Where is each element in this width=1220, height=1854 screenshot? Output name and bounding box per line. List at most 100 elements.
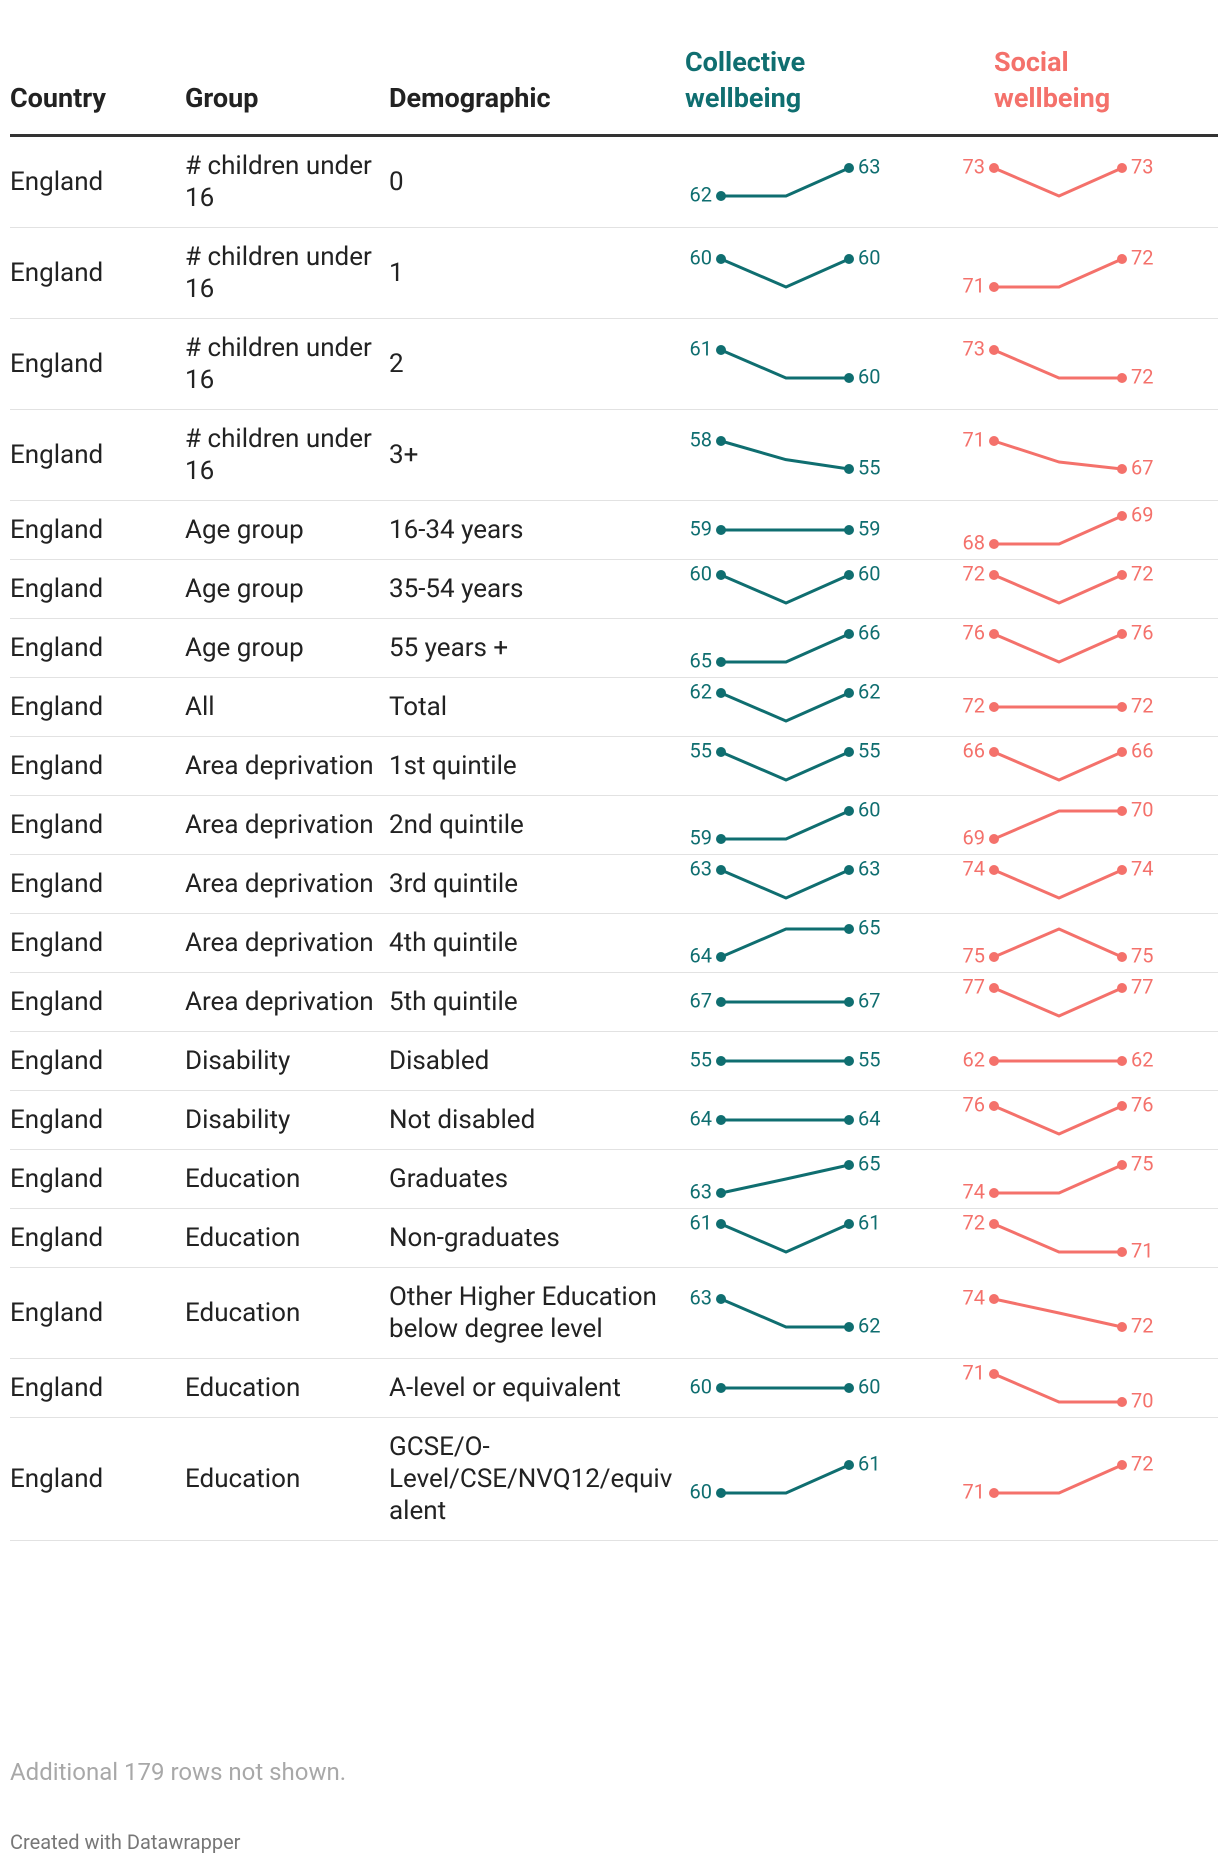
cell-country: England xyxy=(10,1208,185,1268)
sparkline-label: 75 xyxy=(1131,943,1153,967)
sparkline-label: 63 xyxy=(690,1285,712,1309)
sparkline-dot xyxy=(1117,806,1127,816)
sparkline-dot xyxy=(716,525,726,535)
header-collective[interactable]: Collective wellbeing xyxy=(685,0,958,137)
credit[interactable]: Created with Datawrapper xyxy=(10,1830,241,1854)
sparkline-label: 68 xyxy=(963,530,985,554)
sparkline-label: 71 xyxy=(963,1479,985,1503)
sparkline-label: 72 xyxy=(1131,1451,1153,1475)
cell-social: 76 76 xyxy=(958,1090,1218,1150)
cell-collective: 64 65 xyxy=(685,913,958,973)
sparkline-path xyxy=(721,166,850,198)
sparkline-dot xyxy=(716,1056,726,1066)
header-demographic[interactable]: Demographic xyxy=(389,0,685,137)
sparkline-label: 55 xyxy=(690,738,712,762)
cell-group: All xyxy=(185,677,389,737)
sparkline: 60 61 xyxy=(690,1451,881,1503)
table-body: England # children under 16 0 62 63 73 73 Engla… xyxy=(10,135,1218,1541)
data-table: Country Group Demographic Collective wel… xyxy=(10,0,1218,1541)
cell-country: England xyxy=(10,500,185,560)
sparkline-label: 76 xyxy=(1131,620,1153,644)
sparkline-path xyxy=(720,573,850,605)
sparkline-dot xyxy=(1117,570,1127,580)
sparkline-path xyxy=(993,1372,1122,1404)
sparkline-dot xyxy=(1117,747,1127,757)
sparkline-dot xyxy=(989,570,999,580)
sparkline-label: 62 xyxy=(690,182,712,206)
cell-social: 71 72 xyxy=(958,1417,1218,1541)
cell-demographic: A-level or equivalent xyxy=(389,1358,685,1418)
sparkline-dot xyxy=(716,191,726,201)
sparkline-path xyxy=(721,1463,850,1495)
sparkline-label: 62 xyxy=(1131,1047,1153,1071)
sparkline-dot xyxy=(989,163,999,173)
sparkline-path xyxy=(720,691,850,723)
cell-social: 72 71 xyxy=(958,1208,1218,1268)
cell-collective: 60 61 xyxy=(685,1417,958,1541)
cell-social: 71 70 xyxy=(958,1358,1218,1418)
sparkline: 65 66 xyxy=(690,620,881,672)
sparkline-label: 60 xyxy=(690,561,712,585)
sparkline-label: 61 xyxy=(858,1210,880,1234)
sparkline-dot xyxy=(989,747,999,757)
header-collective-text: Collective wellbeing xyxy=(685,46,806,114)
cell-group: Area deprivation xyxy=(185,972,389,1032)
cell-group: # children under 16 xyxy=(185,135,389,228)
sparkline-label: 60 xyxy=(858,797,880,821)
sparkline-label: 63 xyxy=(858,154,880,178)
cell-collective: 63 65 xyxy=(685,1149,958,1209)
sparkline-dot xyxy=(1117,702,1127,712)
cell-collective: 63 63 xyxy=(685,854,958,914)
sparkline-label: 65 xyxy=(858,1151,880,1175)
sparkline: 76 76 xyxy=(963,1092,1153,1136)
sparkline-label: 72 xyxy=(963,1210,985,1234)
sparkline: 58 55 xyxy=(690,427,881,479)
sparkline-dot xyxy=(844,373,854,383)
table-row: England Education Other Higher Education b… xyxy=(10,1267,1218,1359)
table-row: England All Total 62 62 72 72 xyxy=(10,677,1218,737)
sparkline-dot xyxy=(989,1219,999,1229)
sparkline-dot xyxy=(844,1460,854,1470)
sparkline-dot xyxy=(989,539,999,549)
sparkline: 62 63 xyxy=(690,154,881,206)
sparkline-dot xyxy=(716,345,726,355)
sparkline-dot xyxy=(716,1188,726,1198)
sparkline-dot xyxy=(716,436,726,446)
cell-collective: 60 60 xyxy=(685,1358,958,1418)
cell-group: Area deprivation xyxy=(185,913,389,973)
sparkline: 67 67 xyxy=(690,988,881,1012)
header-group[interactable]: Group xyxy=(185,0,389,137)
sparkline-label: 72 xyxy=(963,561,985,585)
sparkline-label: 60 xyxy=(690,245,712,269)
sparkline-dot xyxy=(716,747,726,757)
table-row: England Age group 35-54 years 60 60 72 72 xyxy=(10,559,1218,619)
sparkline-dot xyxy=(1117,163,1127,173)
sparkline-dot xyxy=(989,1056,999,1066)
sparkline-label: 64 xyxy=(858,1106,880,1130)
cell-social: 71 67 xyxy=(958,409,1218,501)
cell-country: England xyxy=(10,1417,185,1541)
table-wrap: Country Group Demographic Collective wel… xyxy=(10,0,1218,1541)
sparkline-dot xyxy=(716,657,726,667)
sparkline-dot xyxy=(844,1115,854,1125)
sparkline-dot xyxy=(844,570,854,580)
header-country[interactable]: Country xyxy=(10,0,185,137)
sparkline-label: 77 xyxy=(1131,974,1153,998)
sparkline-label: 64 xyxy=(690,1106,712,1130)
table-row: England Education GCSE/O-Level/CSE/NVQ12/e… xyxy=(10,1417,1218,1541)
table-row: England Age group 55 years +65 66 76 76 xyxy=(10,618,1218,678)
sparkline-dot xyxy=(844,163,854,173)
header-social[interactable]: Social wellbeing xyxy=(958,0,1218,137)
sparkline-label: 58 xyxy=(690,427,712,451)
sparkline-dot xyxy=(716,865,726,875)
cell-social: 72 72 xyxy=(958,559,1218,619)
cell-demographic: Non-graduates xyxy=(389,1208,685,1268)
sparkline-label: 76 xyxy=(1131,1092,1153,1116)
cell-social: 75 75 xyxy=(958,913,1218,973)
cell-social: 73 73 xyxy=(958,135,1218,228)
sparkline-dot xyxy=(1117,1160,1127,1170)
sparkline-dot xyxy=(1117,1397,1127,1407)
sparkline-label: 67 xyxy=(690,988,712,1012)
sparkline-label: 61 xyxy=(690,1210,712,1234)
